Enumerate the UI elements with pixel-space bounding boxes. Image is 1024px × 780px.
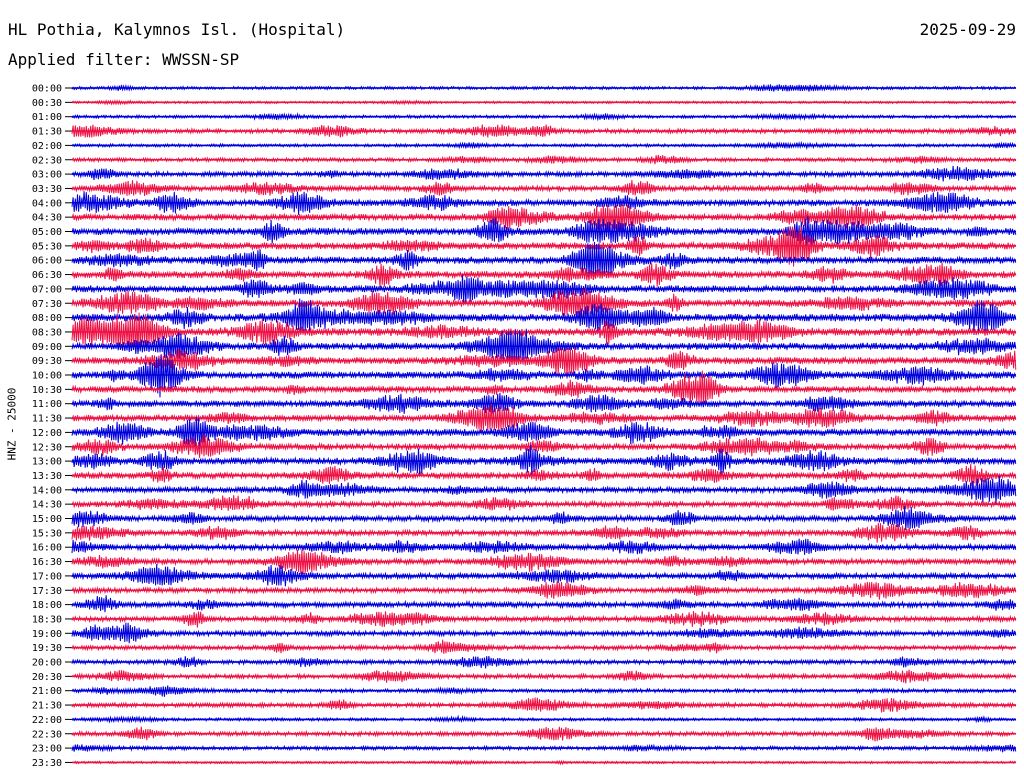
filter-label: Applied filter: WWSSN-SP <box>8 50 240 69</box>
time-tick-label: 13:00 <box>32 457 62 468</box>
seismogram-trace <box>71 403 1017 432</box>
time-tick-label: 00:30 <box>32 98 62 109</box>
time-tick-label: 01:30 <box>32 127 62 138</box>
seismogram-trace <box>71 685 1017 697</box>
time-tick-label: 17:30 <box>32 586 62 597</box>
seismogram-trace <box>71 298 1017 336</box>
seismogram-trace <box>71 154 1017 165</box>
time-tick-label: 15:30 <box>32 528 62 539</box>
time-tick-label: 00:00 <box>32 84 62 95</box>
time-tick-label: 10:30 <box>32 385 62 396</box>
time-tick-label: 18:30 <box>32 614 62 625</box>
seismogram-trace <box>71 165 1017 182</box>
time-tick-label: 12:00 <box>32 428 62 439</box>
date-label: 2025-09-29 <box>919 20 1016 39</box>
seismogram-trace <box>71 347 1017 377</box>
time-tick-label: 07:00 <box>32 284 62 295</box>
time-tick-label: 21:00 <box>32 686 62 697</box>
seismogram-trace <box>71 204 1017 233</box>
time-tick-label: 09:00 <box>32 342 62 353</box>
seismogram-trace <box>71 581 1017 600</box>
time-tick-label: 16:00 <box>32 543 62 554</box>
time-tick-label: 12:30 <box>32 442 62 453</box>
seismogram-trace <box>71 112 1017 122</box>
time-tick-label: 06:30 <box>32 270 62 281</box>
seismogram-trace <box>71 392 1017 414</box>
seismogram-trace <box>71 191 1017 215</box>
seismogram-trace <box>71 697 1017 713</box>
time-tick-label: 05:30 <box>32 241 62 252</box>
time-tick-label: 01:00 <box>32 112 62 123</box>
seismogram-trace <box>71 312 1017 352</box>
time-tick-label: 04:00 <box>32 198 62 209</box>
time-tick-label: 19:00 <box>32 629 62 640</box>
seismogram-trace <box>71 549 1017 575</box>
time-tick-label: 14:30 <box>32 500 62 511</box>
time-tick-label: 03:30 <box>32 184 62 195</box>
seismogram-trace <box>71 275 1017 304</box>
time-tick-label: 02:00 <box>32 141 62 152</box>
seismogram-trace <box>71 444 1017 476</box>
time-tick-label: 05:00 <box>32 227 62 238</box>
seismogram-trace <box>71 434 1017 458</box>
seismogram-trace <box>71 563 1017 587</box>
time-tick-label: 23:30 <box>32 758 62 769</box>
time-tick-label: 02:30 <box>32 155 62 166</box>
seismogram-trace <box>71 538 1017 555</box>
time-tick-label: 23:00 <box>32 744 62 755</box>
time-tick-label: 15:00 <box>32 514 62 525</box>
time-tick-label: 21:30 <box>32 701 62 712</box>
time-tick-label: 08:00 <box>32 313 62 324</box>
seismogram-trace <box>71 262 1017 288</box>
seismogram-trace <box>71 639 1017 654</box>
time-tick-label: 10:00 <box>32 371 62 382</box>
time-tick-label: 20:30 <box>32 672 62 683</box>
seismogram-trace <box>71 328 1017 367</box>
time-tick-label: 22:30 <box>32 729 62 740</box>
seismogram-trace <box>71 595 1017 613</box>
time-tick-label: 06:00 <box>32 256 62 267</box>
time-tick-label: 09:30 <box>32 356 62 367</box>
seismogram-trace <box>71 475 1017 505</box>
time-tick-label: 11:30 <box>32 414 62 425</box>
seismogram-trace <box>71 216 1017 246</box>
seismogram-trace <box>71 416 1017 450</box>
seismogram-trace <box>71 726 1017 742</box>
seismogram-trace <box>71 288 1017 318</box>
seismogram-trace <box>71 622 1017 644</box>
seismogram-trace <box>71 226 1017 267</box>
seismogram-trace <box>71 464 1017 486</box>
time-tick-label: 03:00 <box>32 170 62 181</box>
seismogram-trace <box>71 522 1017 543</box>
time-tick-label: 22:00 <box>32 715 62 726</box>
time-tick-label: 20:00 <box>32 658 62 669</box>
time-tick-label: 07:30 <box>32 299 62 310</box>
time-tick-label: 14:00 <box>32 485 62 496</box>
time-tick-label: 11:00 <box>32 399 62 410</box>
station-title: HL Pothia, Kalymnos Isl. (Hospital) <box>8 20 346 39</box>
seismogram-trace <box>71 495 1017 512</box>
time-tick-label: 13:30 <box>32 471 62 482</box>
time-tick-label: 17:00 <box>32 571 62 582</box>
time-tick-label: 08:30 <box>32 327 62 338</box>
time-tick-label: 18:00 <box>32 600 62 611</box>
seismogram-trace <box>71 180 1017 197</box>
seismogram-trace <box>71 506 1017 531</box>
seismogram-trace <box>71 241 1017 280</box>
time-tick-label: 16:30 <box>32 557 62 568</box>
time-tick-label: 04:30 <box>32 213 62 224</box>
seismogram-trace <box>71 611 1017 628</box>
seismogram-trace <box>71 370 1017 406</box>
time-tick-label: 19:30 <box>32 643 62 654</box>
seismogram-trace <box>71 354 1017 398</box>
